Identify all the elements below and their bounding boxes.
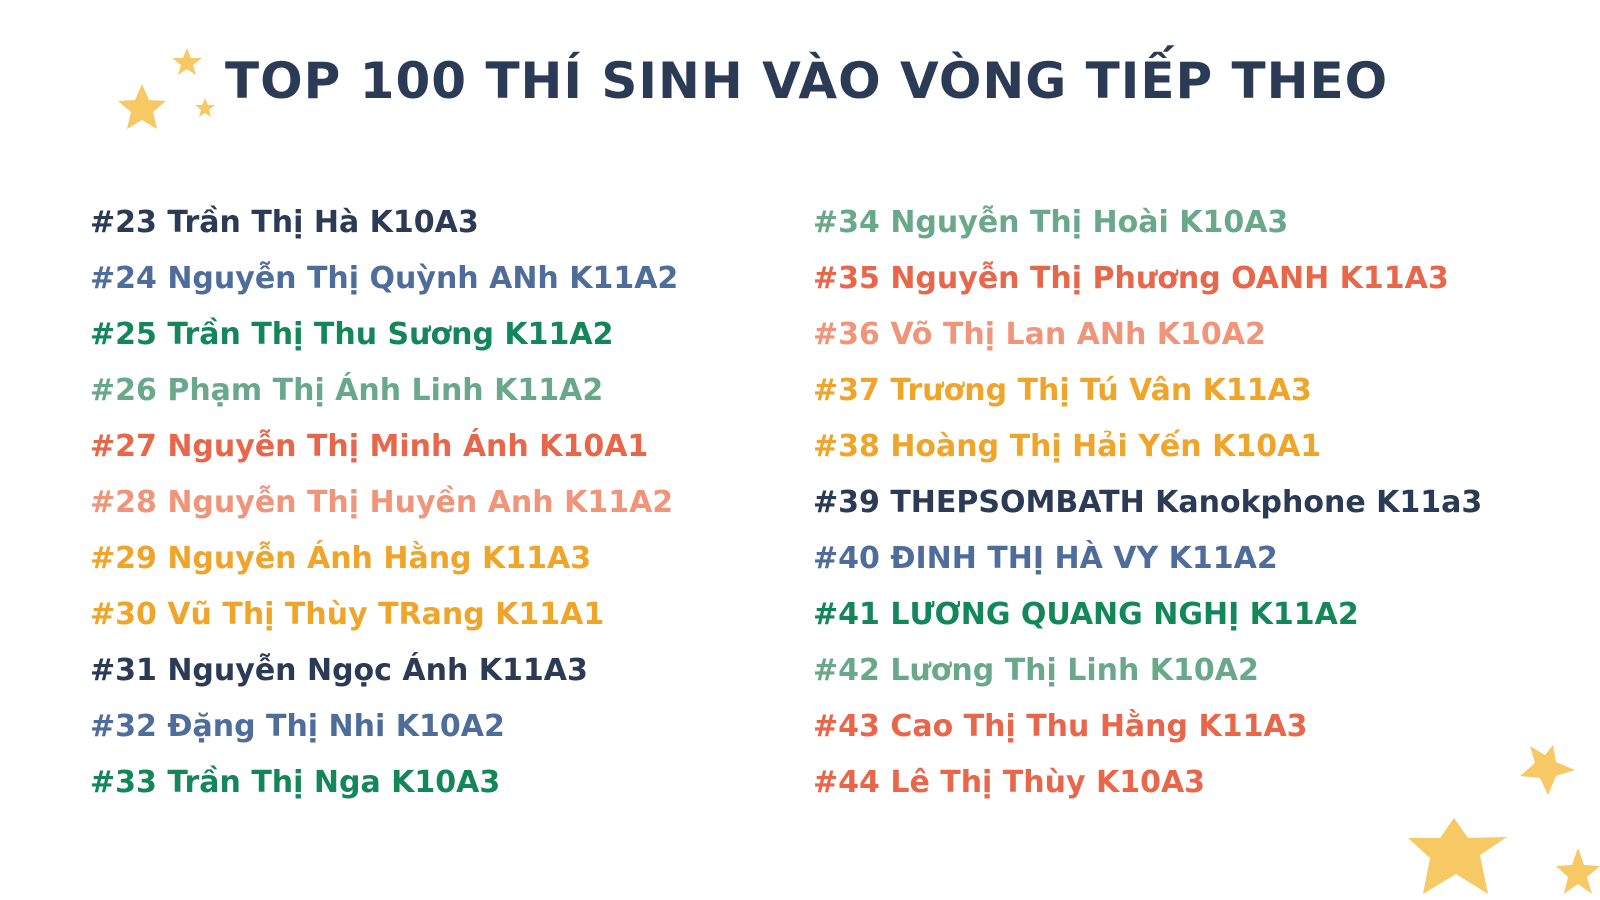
candidate-entry: #23 Trần Thị Hà K10A3 <box>90 205 479 240</box>
candidate-entry: #41 LƯƠNG QUANG NGHỊ K11A2 <box>813 597 1359 632</box>
title: TOP 100 THÍ SINH VÀO VÒNG TIẾP THEO <box>225 52 1389 110</box>
star <box>1556 848 1600 894</box>
candidate-entry: #44 Lê Thị Thùy K10A3 <box>813 765 1206 800</box>
candidate-entry: #43 Cao Thị Thu Hằng K11A3 <box>813 709 1308 744</box>
star <box>1408 818 1507 894</box>
stars <box>118 48 1600 894</box>
candidate-entry: #40 ĐINH THỊ HÀ VY K11A2 <box>813 541 1278 576</box>
star <box>172 48 202 75</box>
candidate-entry: #35 Nguyễn Thị Phương OANH K11A3 <box>813 261 1449 296</box>
candidate-entry: #39 THEPSOMBATH Kanokphone K11a3 <box>813 485 1483 520</box>
candidate-entry: #25 Trần Thị Thu Sương K11A2 <box>90 317 614 352</box>
star <box>118 84 166 129</box>
candidate-entry: #38 Hoàng Thị Hải Yến K10A1 <box>813 429 1322 464</box>
candidate-entry: #24 Nguyễn Thị Quỳnh ANh K11A2 <box>90 261 679 296</box>
column: #23 Trần Thị Hà K10A3 #24 Nguyễn Thị Quỳn… <box>90 195 678 811</box>
candidate-entry: #28 Nguyễn Thị Huyền Anh K11A2 <box>90 485 674 520</box>
star <box>1520 745 1575 795</box>
candidate-entry: #42 Lương Thị Linh K10A2 <box>813 653 1259 688</box>
candidate-entry: #33 Trần Thị Nga K10A3 <box>90 765 501 800</box>
candidate-entry: #29 Nguyễn Ánh Hằng K11A3 <box>90 541 592 576</box>
candidate-entry: #36 Võ Thị Lan ANh K10A2 <box>813 317 1266 352</box>
candidate-entry: #27 Nguyễn Thị Minh Ánh K10A1 <box>90 429 649 464</box>
candidate-entry: #32 Đặng Thị Nhi K10A2 <box>90 709 505 744</box>
star <box>195 98 215 117</box>
column: #34 Nguyễn Thị Hoài K10A3 #35 Nguyễn Thị … <box>813 195 1482 811</box>
candidate-entry: #31 Nguyễn Ngọc Ánh K11A3 <box>90 653 588 688</box>
candidate-entry: #26 Phạm Thị Ánh Linh K11A2 <box>90 373 604 408</box>
candidate-entry: #37 Trương Thị Tú Vân K11A3 <box>813 373 1312 408</box>
candidate-entry: #30 Vũ Thị Thùy TRang K11A1 <box>90 597 605 632</box>
candidate-entry: #34 Nguyễn Thị Hoài K10A3 <box>813 205 1289 240</box>
